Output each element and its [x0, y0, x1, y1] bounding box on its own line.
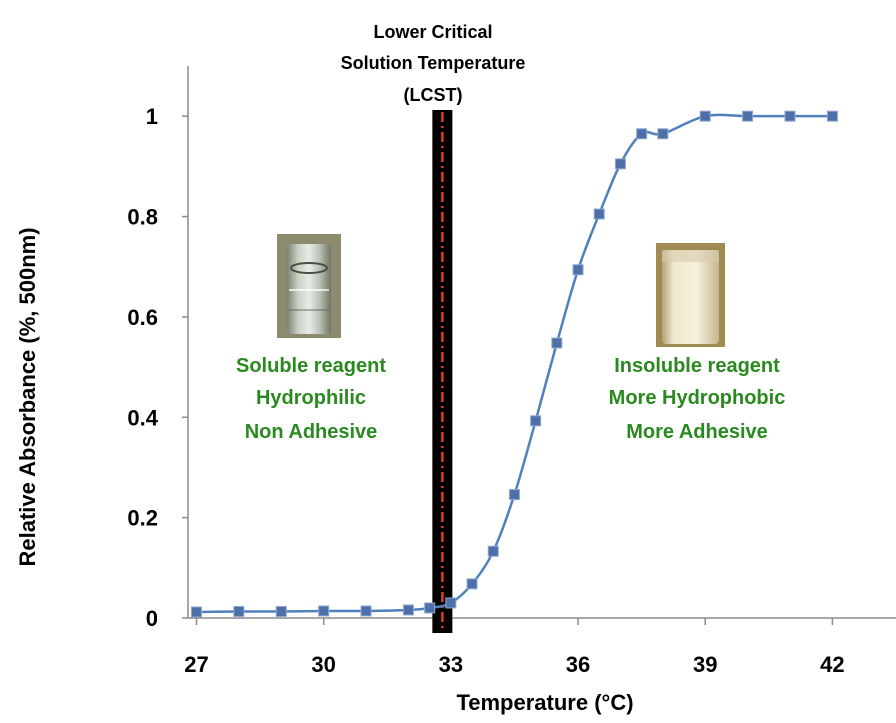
left-annotation-line-2: Hydrophilic: [256, 387, 366, 409]
x-tick-label: 39: [693, 652, 717, 677]
data-point: [487, 545, 499, 557]
y-tick-label: 0.8: [127, 205, 158, 230]
data-point: [445, 597, 457, 609]
x-tick-label: 33: [439, 652, 463, 677]
x-tick-label: 27: [184, 652, 208, 677]
data-point: [233, 605, 245, 617]
cloudy-vial-photo: [656, 243, 725, 347]
data-point: [572, 264, 584, 276]
lcst-label-line-1: Lower Critical: [373, 22, 492, 42]
plot-axes: [187, 66, 896, 619]
data-point: [275, 605, 287, 617]
data-point: [826, 110, 838, 122]
left-annotation-line-1: Soluble reagent: [236, 355, 386, 377]
clear-vial-photo: [277, 234, 341, 338]
x-axis-title: Temperature (°C): [456, 690, 633, 715]
y-axis-ticks: 0 0.2 0.4 0.6 0.8 1: [127, 104, 188, 631]
right-annotation-line-2: More Hydrophobic: [609, 387, 786, 409]
data-point: [530, 415, 542, 427]
data-point: [614, 158, 626, 170]
data-point: [742, 110, 754, 122]
y-axis-title: Relative Absorbance (%, 500nm): [15, 227, 40, 566]
x-tick-label: 42: [820, 652, 844, 677]
data-point: [657, 128, 669, 140]
lcst-threshold-bar: [432, 110, 453, 633]
data-point: [190, 606, 202, 618]
x-tick-label: 30: [311, 652, 335, 677]
data-point: [402, 604, 414, 616]
y-tick-label: 0: [146, 606, 158, 631]
data-point: [360, 605, 372, 617]
right-annotation-line-3: More Adhesive: [626, 421, 768, 443]
right-annotation-line-1: Insoluble reagent: [614, 355, 780, 377]
data-point-markers: [190, 110, 838, 618]
data-point: [466, 578, 478, 590]
lcst-label-line-2: Solution Temperature: [341, 53, 526, 73]
data-point: [318, 605, 330, 617]
y-tick-label: 1: [146, 104, 158, 129]
data-point: [636, 128, 648, 140]
data-point: [508, 489, 520, 501]
y-tick-label: 0.6: [127, 305, 158, 330]
x-axis-ticks: 27 30 33 36 39 42: [184, 618, 845, 677]
data-point: [551, 337, 563, 349]
data-point: [424, 602, 436, 614]
left-annotation-line-3: Non Adhesive: [245, 421, 378, 443]
data-point: [784, 110, 796, 122]
x-tick-label: 36: [566, 652, 590, 677]
data-point: [593, 208, 605, 220]
absorbance-curve: [196, 113, 833, 614]
y-tick-label: 0.2: [127, 506, 158, 531]
data-point: [699, 110, 711, 122]
y-tick-label: 0.4: [127, 405, 158, 430]
lcst-label-line-3: (LCST): [404, 85, 463, 105]
